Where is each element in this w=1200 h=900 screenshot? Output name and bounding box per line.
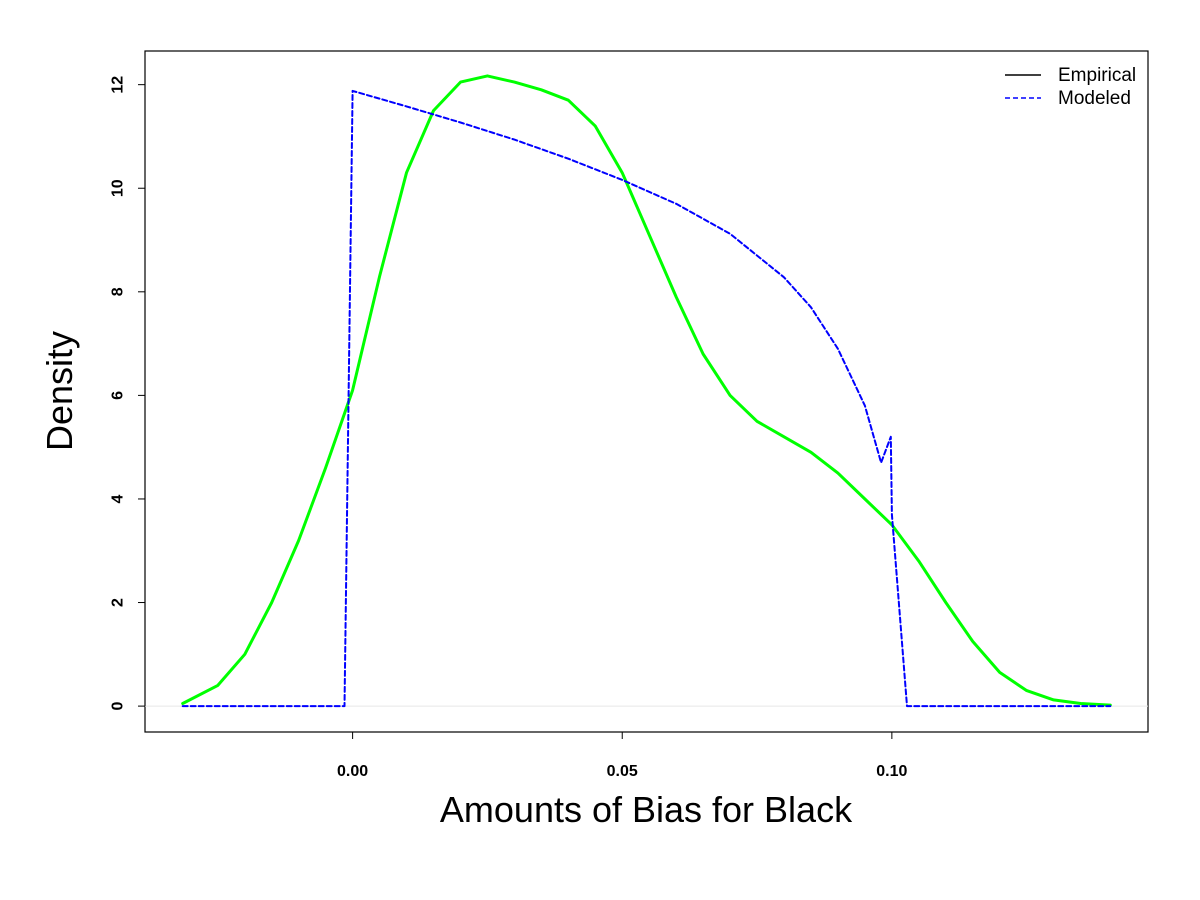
y-tick-label: 4 bbox=[109, 494, 126, 503]
y-tick-label: 8 bbox=[110, 287, 127, 296]
x-axis-title: Amounts of Bias for Black bbox=[440, 789, 853, 830]
x-tick-label: 0.00 bbox=[337, 763, 368, 780]
y-tick-label: 12 bbox=[109, 76, 126, 94]
x-tick-label: 0.05 bbox=[607, 763, 638, 780]
legend: Empirical Modeled bbox=[1005, 65, 1136, 109]
series-line-empirical bbox=[181, 74, 1112, 707]
y-tick-label: 0 bbox=[110, 702, 127, 711]
y-axis-title: Density bbox=[39, 331, 80, 451]
y-tick-label: 6 bbox=[109, 391, 126, 400]
y-tick-label: 10 bbox=[110, 179, 127, 197]
series-line-modeled bbox=[181, 89, 1112, 708]
x-tick-label: 0.10 bbox=[876, 763, 907, 780]
legend-label-empirical: Empirical bbox=[1058, 65, 1136, 86]
y-tick-label: 2 bbox=[110, 598, 127, 607]
plot-frame bbox=[144, 50, 1149, 733]
legend-label-modeled: Modeled bbox=[1058, 88, 1131, 109]
